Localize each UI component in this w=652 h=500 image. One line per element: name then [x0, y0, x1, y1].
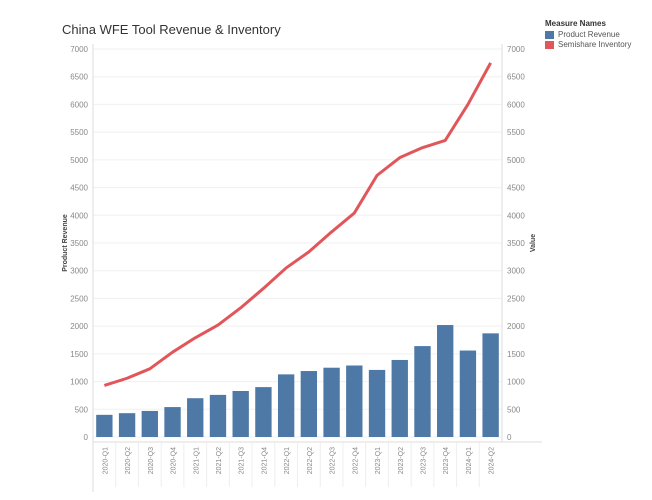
x-tick-label: 2023-Q3 [420, 447, 427, 474]
y-tick-label: 0 [84, 433, 89, 442]
bar-2020-Q1 [96, 414, 113, 437]
y2-tick-label: 2000 [507, 322, 525, 331]
y-tick-label: 6500 [70, 73, 88, 82]
bar-2021-Q4 [255, 387, 272, 437]
y2-tick-label: 500 [507, 405, 521, 414]
bar-2021-Q2 [209, 394, 227, 437]
y2-tick-label: 5500 [507, 128, 525, 137]
x-tick-label: 2021-Q3 [239, 447, 246, 474]
x-tick-label: 2022-Q3 [330, 447, 337, 474]
y-tick-label: 500 [75, 405, 89, 414]
legend-swatch [545, 30, 554, 39]
x-tick-label: 2023-Q2 [398, 447, 405, 474]
y2-tick-label: 3500 [507, 239, 525, 248]
y-tick-label: 4000 [70, 211, 88, 220]
y-axis-title: Product Revenue [62, 214, 69, 272]
x-tick-label: 2020-Q4 [171, 447, 178, 474]
x-tick-label: 2022-Q1 [284, 447, 291, 474]
legend-title: Measure Names [545, 19, 606, 28]
y-tick-label: 7000 [70, 45, 88, 54]
y-tick-label: 2500 [70, 294, 88, 303]
bar-2021-Q3 [232, 390, 249, 437]
x-tick-label: 2021-Q4 [261, 447, 268, 474]
legend: Measure Names Product Revenue Semishare … [545, 19, 631, 50]
x-tick-label: 2020-Q1 [102, 447, 109, 474]
bar-2021-Q1 [187, 398, 204, 437]
y2-tick-label: 5000 [507, 156, 525, 165]
y-tick-label: 1500 [70, 350, 88, 359]
x-tick-label: 2021-Q2 [216, 447, 223, 474]
bar-2020-Q3 [141, 410, 158, 437]
y2-tick-label: 1500 [507, 350, 525, 359]
line-semishare-inventory [103, 62, 492, 387]
x-tick-label: 2022-Q2 [307, 447, 314, 474]
bar-2023-Q2 [391, 359, 408, 437]
bar-2020-Q4 [164, 407, 181, 437]
y2-tick-label: 1000 [507, 378, 525, 387]
x-tick-label: 2023-Q4 [443, 447, 450, 474]
bar-2020-Q2 [118, 413, 136, 437]
x-tick-label: 2021-Q1 [193, 447, 200, 474]
bar-2022-Q4 [346, 365, 363, 437]
y2-tick-label: 7000 [507, 45, 525, 54]
y2-tick-label: 3000 [507, 267, 525, 276]
y-tick-label: 4500 [70, 184, 88, 193]
y2-tick-label: 6500 [507, 73, 525, 82]
y2-tick-label: 0 [507, 433, 512, 442]
legend-swatch [545, 40, 554, 49]
y-tick-label: 2000 [70, 322, 88, 331]
y-tick-label: 6000 [70, 100, 88, 109]
y2-tick-label: 4000 [507, 211, 525, 220]
bar-2022-Q1 [277, 374, 295, 437]
x-tick-label: 2023-Q1 [375, 447, 382, 474]
legend-item-revenue[interactable]: Product Revenue [545, 30, 631, 39]
x-tick-label: 2024-Q1 [466, 447, 473, 474]
y-tick-label: 3500 [70, 239, 88, 248]
bar-2022-Q2 [300, 371, 318, 437]
bar-2023-Q4 [437, 325, 454, 437]
y2-tick-label: 4500 [507, 184, 525, 193]
bar-2024-Q1 [459, 350, 477, 437]
bar-2023-Q3 [414, 346, 431, 437]
x-tick-label: 2022-Q4 [352, 447, 359, 474]
y2-axis-title: Value [530, 234, 537, 252]
x-tick-label: 2024-Q2 [489, 447, 496, 474]
y-tick-label: 3000 [70, 267, 88, 276]
bar-2023-Q1 [368, 369, 386, 437]
legend-item-inventory[interactable]: Semishare Inventory [545, 40, 631, 49]
y-tick-label: 1000 [70, 378, 88, 387]
bar-2024-Q2 [482, 333, 499, 437]
x-tick-label: 2020-Q3 [148, 447, 155, 474]
y-tick-label: 5000 [70, 156, 88, 165]
y2-tick-label: 6000 [507, 100, 525, 109]
legend-label: Product Revenue [558, 30, 620, 39]
y2-tick-label: 2500 [507, 294, 525, 303]
x-tick-label: 2020-Q2 [125, 447, 132, 474]
legend-label: Semishare Inventory [558, 40, 632, 49]
chart-title: China WFE Tool Revenue & Inventory [62, 22, 281, 37]
bar-2022-Q3 [323, 367, 340, 437]
y-tick-label: 5500 [70, 128, 88, 137]
